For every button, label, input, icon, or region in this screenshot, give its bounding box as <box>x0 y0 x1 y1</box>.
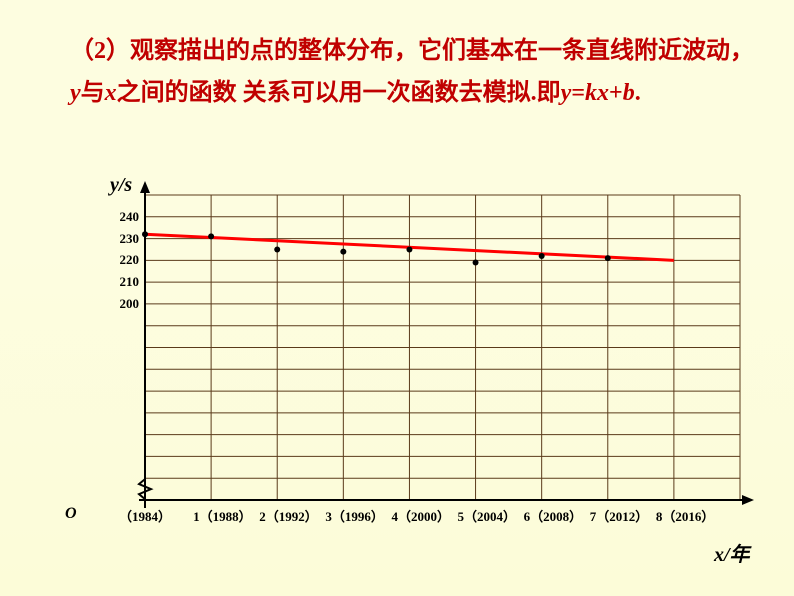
x-tick-label: 8（2016） <box>656 506 715 525</box>
y-tick-label: 210 <box>109 274 139 290</box>
x-tick-label: 6（2008） <box>524 506 583 525</box>
x-tick-label: 4（2000） <box>391 506 450 525</box>
chart-svg <box>60 180 760 540</box>
y-tick-label: 240 <box>109 209 139 225</box>
x-tick-label: 2（1992） <box>259 506 318 525</box>
y-tick-label: 200 <box>109 296 139 312</box>
x-tick-label: （1984） <box>119 506 171 525</box>
text-content: （2）观察描出的点的整体分布，它们基本在一条直线附近波动，y与x之间的函数 关系… <box>70 38 754 106</box>
x-tick-label: 7（2012） <box>590 506 649 525</box>
x-axis-label: x/年 <box>714 538 750 567</box>
x-tick-label: 3（1996） <box>325 506 384 525</box>
x-tick-label: 5（2004） <box>458 506 517 525</box>
y-tick-label: 220 <box>109 252 139 268</box>
paragraph-text: （2）观察描出的点的整体分布，它们基本在一条直线附近波动，y与x之间的函数 关系… <box>70 30 754 114</box>
y-tick-label: 230 <box>109 231 139 247</box>
x-tick-label: 1（1988） <box>193 506 252 525</box>
